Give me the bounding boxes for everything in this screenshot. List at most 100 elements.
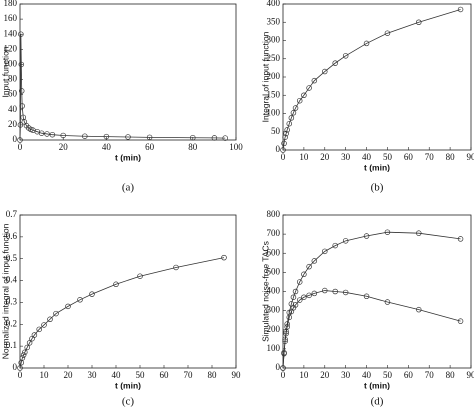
data-point <box>457 236 464 242</box>
data-point <box>113 281 119 288</box>
series-line <box>282 9 461 151</box>
data-point <box>281 140 287 147</box>
data-point <box>306 263 312 270</box>
x-tick-label: 30 <box>88 370 98 380</box>
y-tick-label: 0.4 <box>6 275 18 285</box>
data-point <box>22 349 28 356</box>
y-tick-label: 800 <box>267 209 281 219</box>
data-point <box>17 137 23 143</box>
data-point <box>288 115 295 121</box>
data-point <box>20 352 27 358</box>
panel-caption: (a) <box>122 182 135 194</box>
y-tick-label: 20 <box>8 119 18 129</box>
x-tick-label: 20 <box>64 370 74 380</box>
data-point <box>301 92 307 98</box>
data-point <box>286 120 293 127</box>
data-point <box>363 40 370 47</box>
data-point <box>49 131 56 138</box>
data-point <box>60 132 66 139</box>
data-point <box>77 297 83 303</box>
data-point <box>384 30 391 36</box>
data-point <box>416 230 422 236</box>
x-tick-label: 90 <box>232 370 242 380</box>
y-tick-label: 350 <box>267 16 281 26</box>
x-tick-label: 10 <box>299 152 309 162</box>
x-tick-label: 0 <box>18 142 23 152</box>
data-point <box>211 135 218 141</box>
y-tick-label: 0 <box>13 134 18 144</box>
data-point <box>311 290 318 297</box>
data-point <box>283 330 289 337</box>
x-tick-label: 90 <box>467 152 474 162</box>
x-tick-label: 10 <box>299 370 309 380</box>
y-tick-label: 600 <box>267 247 281 257</box>
data-point <box>286 314 293 321</box>
x-tick-label: 40 <box>102 142 112 152</box>
x-tick-label: 40 <box>362 152 372 162</box>
data-point <box>457 6 464 13</box>
x-tick-label: 60 <box>404 370 414 380</box>
y-tick-label: 140 <box>4 28 18 38</box>
data-point <box>296 297 303 303</box>
data-point <box>24 344 30 351</box>
data-point <box>41 322 47 328</box>
data-point <box>384 229 391 235</box>
panel-caption: (c) <box>122 396 135 408</box>
x-axis-label: t (min) <box>115 152 141 162</box>
y-tick-label: 100 <box>267 343 281 353</box>
x-tick-label: 100 <box>229 142 243 152</box>
data-point <box>47 316 53 323</box>
data-point <box>301 294 307 300</box>
y-tick-label: 0.2 <box>6 318 17 328</box>
y-tick-label: 0 <box>13 362 18 372</box>
x-tick-label: 60 <box>404 152 414 162</box>
data-point <box>290 294 297 300</box>
data-point <box>306 292 312 299</box>
y-axis-label: Input function <box>0 46 10 97</box>
y-tick-label: 200 <box>267 324 281 334</box>
data-point <box>322 248 328 255</box>
y-tick-label: 60 <box>8 89 18 99</box>
data-point <box>281 350 287 357</box>
data-point <box>18 88 25 94</box>
x-tick-label: 30 <box>341 152 351 162</box>
data-point <box>282 338 288 344</box>
data-point <box>322 287 328 294</box>
data-point <box>363 293 370 300</box>
x-tick-label: 0 <box>281 370 286 380</box>
y-tick-label: 100 <box>267 108 281 118</box>
y-tick-label: 200 <box>267 71 281 81</box>
data-point <box>311 77 318 84</box>
x-axis-label: t (min) <box>364 162 390 172</box>
x-tick-label: 40 <box>112 370 122 380</box>
axes-box <box>282 3 472 151</box>
data-point <box>17 122 24 128</box>
x-tick-label: 60 <box>145 142 155 152</box>
x-tick-label: 20 <box>320 152 330 162</box>
data-point <box>332 60 338 66</box>
y-tick-label: 100 <box>4 59 18 69</box>
data-point <box>284 324 290 330</box>
y-tick-label: 0.7 <box>6 209 18 219</box>
data-point <box>332 242 338 249</box>
data-point <box>342 53 349 59</box>
data-point <box>222 135 228 141</box>
data-point <box>38 130 45 136</box>
data-point <box>332 288 338 295</box>
data-point <box>284 127 290 133</box>
x-tick-label: 20 <box>320 370 330 380</box>
data-point <box>416 306 422 313</box>
data-point <box>173 264 179 271</box>
x-tick-label: 70 <box>425 370 435 380</box>
x-tick-label: 0 <box>281 152 286 162</box>
data-point <box>283 130 289 137</box>
x-tick-label: 30 <box>341 370 351 380</box>
y-tick-label: 0.6 <box>6 231 18 241</box>
x-tick-label: 80 <box>446 370 456 380</box>
data-point <box>125 134 131 140</box>
y-tick-label: 0 <box>276 362 281 372</box>
y-tick-label: 160 <box>4 13 18 23</box>
y-tick-label: 500 <box>267 266 281 276</box>
x-tick-label: 80 <box>208 370 218 380</box>
data-point <box>342 289 349 296</box>
